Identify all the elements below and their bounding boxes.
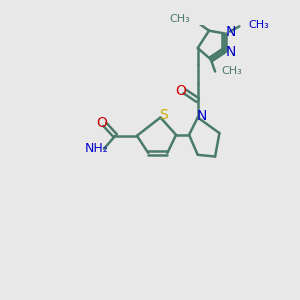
Text: O: O [175, 85, 186, 98]
Text: CH₃: CH₃ [169, 14, 190, 24]
Text: S: S [159, 108, 167, 122]
Text: NH₂: NH₂ [85, 142, 109, 155]
Text: N: N [226, 44, 236, 58]
Text: CH₃: CH₃ [221, 67, 242, 76]
Text: O: O [96, 116, 107, 130]
Text: N: N [226, 25, 236, 39]
Text: N: N [197, 109, 207, 123]
Text: CH₃: CH₃ [248, 20, 269, 30]
